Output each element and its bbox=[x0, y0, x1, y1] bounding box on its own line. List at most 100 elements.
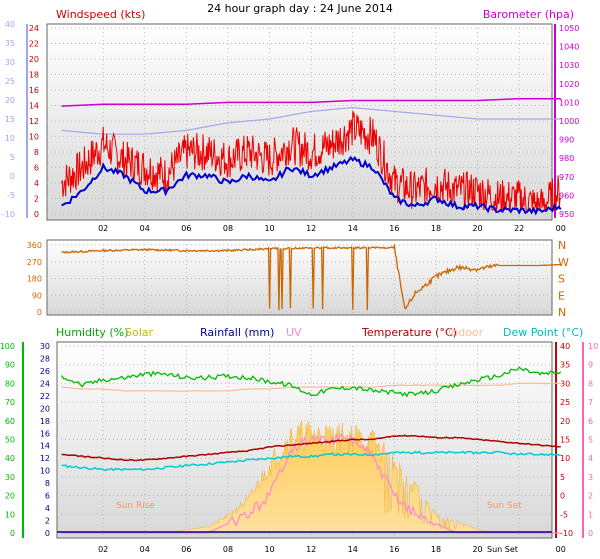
solar-tick-label: 18 bbox=[40, 417, 50, 426]
wind-x-tick-label: 08 bbox=[223, 224, 233, 233]
humidity-tick-label: 90 bbox=[5, 361, 15, 370]
temperature-tick-label: 0 bbox=[560, 492, 565, 501]
direction-panel-grid bbox=[47, 240, 552, 315]
wind-x-tick-label: 00 bbox=[556, 224, 566, 233]
direction-tick-label: 0 bbox=[37, 308, 42, 317]
wind-x-tick-label: 06 bbox=[181, 224, 191, 233]
temperature-line bbox=[61, 434, 561, 462]
wind-barometer-panel: Windspeed (kts) Barometer (hpa) 40353025… bbox=[2, 8, 579, 233]
temperature-tick-label: 35 bbox=[560, 361, 570, 370]
legend-solar: Solar bbox=[125, 326, 154, 339]
temperature-x-tick-label: 14 bbox=[348, 545, 358, 554]
compass-label: S bbox=[558, 273, 565, 286]
wind-x-tick-label: 10 bbox=[264, 224, 274, 233]
temperature-tick-label: 30 bbox=[560, 379, 570, 388]
humidity-tick-label: 40 bbox=[5, 454, 15, 463]
windspeed-axis-title: Windspeed (kts) bbox=[56, 8, 145, 21]
wind-outer-tick-label: 5 bbox=[10, 153, 15, 162]
direction-tick-label: 90 bbox=[32, 291, 42, 300]
humidity-tick-label: 60 bbox=[5, 417, 15, 426]
solar-tick-label: 0 bbox=[45, 529, 50, 538]
barometer-tick-label: 1030 bbox=[559, 61, 579, 70]
wind-x-tick-label: 22 bbox=[514, 224, 524, 233]
wind-outer-tick-label: 25 bbox=[5, 77, 15, 86]
wind-outer-tick-label: 20 bbox=[5, 96, 15, 105]
outer-temperature-line bbox=[61, 106, 561, 135]
temperature-x-tick-label: 04 bbox=[140, 545, 150, 554]
wind-x-tick-label: 20 bbox=[472, 224, 482, 233]
indoor-temperature-line bbox=[61, 382, 561, 392]
windspeed-tick-label: 20 bbox=[29, 55, 39, 64]
barometer-tick-label: 950 bbox=[559, 210, 574, 219]
temperature-x-tick-label: 08 bbox=[223, 545, 233, 554]
solar-tick-label: 30 bbox=[40, 342, 50, 351]
humidity-tick-label: 10 bbox=[5, 510, 15, 519]
temperature-x-tick-label: 16 bbox=[389, 545, 399, 554]
temperature-tick-label: 10 bbox=[560, 454, 570, 463]
wind-x-tick-label: 16 bbox=[389, 224, 399, 233]
graph-title: 24 hour graph day : 24 June 2014 bbox=[207, 2, 393, 15]
windspeed-tick-label: 16 bbox=[29, 86, 39, 95]
humidity-tick-label: 20 bbox=[5, 492, 15, 501]
windspeed-tick-label: 6 bbox=[34, 164, 39, 173]
legend-uv: UV bbox=[286, 326, 302, 339]
windspeed-tick-label: 12 bbox=[29, 117, 39, 126]
temperature-panel-legend: Humidity (%) Solar Rainfall (mm) UV Temp… bbox=[56, 326, 583, 339]
wind-x-axis: 02 04 06 08 10 12 14 16 18 20 22 00 bbox=[98, 224, 566, 233]
barometer-tick-label: 980 bbox=[559, 154, 574, 163]
barometer-tick-label: 1000 bbox=[559, 117, 579, 126]
solar-tick-label: 20 bbox=[40, 404, 50, 413]
direction-tick-label: 180 bbox=[27, 275, 42, 284]
wind-outer-tick-label: -10 bbox=[2, 210, 15, 219]
sunset-label: Sun Set bbox=[487, 501, 522, 511]
barometer-tick-label: 1010 bbox=[559, 98, 579, 107]
windspeed-tick-label: 8 bbox=[34, 148, 39, 157]
wind-x-tick-label: 12 bbox=[306, 224, 316, 233]
humidity-line bbox=[61, 366, 562, 398]
wind-x-tick-label: 14 bbox=[348, 224, 358, 233]
uv-tick-label: 1 bbox=[588, 510, 593, 519]
legend-temperature: Temperature (°C) bbox=[361, 326, 457, 339]
temperature-x-tick-label: 10 bbox=[264, 545, 274, 554]
temperature-tick-label: 40 bbox=[560, 342, 570, 351]
dew-point-line bbox=[61, 450, 561, 472]
windspeed-tick-label: 4 bbox=[34, 179, 39, 188]
solar-tick-label: 12 bbox=[40, 454, 50, 463]
temperature-panel: Humidity (%) Solar Rainfall (mm) UV Temp… bbox=[0, 326, 598, 554]
barometer-tick-label: 970 bbox=[559, 173, 574, 182]
solar-tick-label: 4 bbox=[45, 504, 50, 513]
compass-label: E bbox=[558, 289, 565, 302]
uv-tick-label: 10 bbox=[588, 342, 598, 351]
wind-outer-tick-label: -5 bbox=[7, 191, 15, 200]
windspeed-tick-label: 2 bbox=[34, 195, 39, 204]
direction-tick-label: 270 bbox=[27, 258, 42, 267]
windspeed-tick-label: 24 bbox=[29, 24, 39, 33]
wind-x-tick-label: 18 bbox=[431, 224, 441, 233]
windspeed-tick-label: 22 bbox=[29, 40, 39, 49]
humidity-tick-label: 0 bbox=[10, 529, 15, 538]
humidity-tick-label: 70 bbox=[5, 398, 15, 407]
temperature-x-tick-label: 06 bbox=[181, 545, 191, 554]
wind-outer-tick-label: 10 bbox=[5, 134, 15, 143]
windspeed-tick-label: 18 bbox=[29, 71, 39, 80]
uv-tick-label: 9 bbox=[588, 361, 593, 370]
humidity-tick-label: 80 bbox=[5, 379, 15, 388]
direction-tick-label: 360 bbox=[27, 241, 42, 250]
windspeed-tick-label: 0 bbox=[34, 210, 39, 219]
barometer-axis: 1050 1040 1030 1020 1010 1000 990 980 970 960 950 bbox=[554, 24, 579, 219]
uv-tick-label: 7 bbox=[588, 398, 593, 407]
temperature-tick-label: 5 bbox=[560, 473, 565, 482]
wind-x-tick-label: 02 bbox=[98, 224, 108, 233]
solar-tick-label: 8 bbox=[45, 479, 50, 488]
barometer-tick-label: 990 bbox=[559, 136, 574, 145]
uv-tick-label: 8 bbox=[588, 379, 593, 388]
direction-panel-frame bbox=[46, 239, 553, 316]
solar-tick-label: 22 bbox=[40, 392, 50, 401]
temperature-tick-label: -5 bbox=[560, 510, 568, 519]
wind-direction-line bbox=[61, 243, 561, 311]
compass-label: N bbox=[558, 306, 566, 319]
